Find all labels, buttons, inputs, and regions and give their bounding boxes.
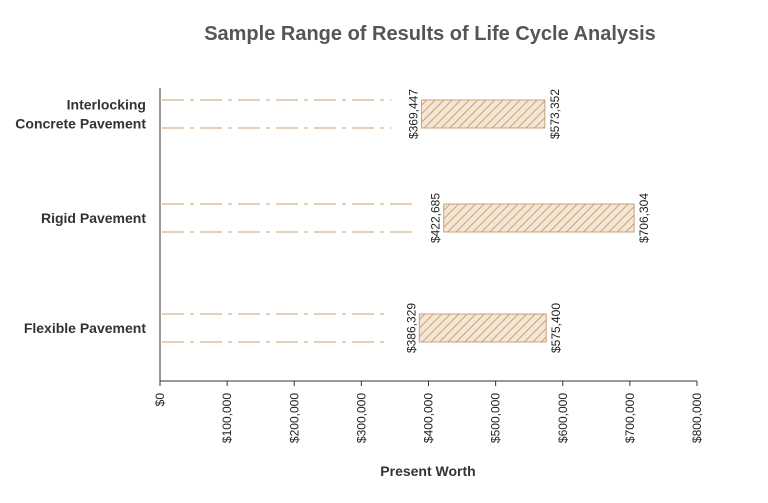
x-tick-label: $400,000 [422,393,436,443]
x-tick-label: $200,000 [287,393,301,443]
range-bar [420,99,546,129]
x-tick-label: $600,000 [556,393,570,443]
chart-title: Sample Range of Results of Life Cycle An… [204,23,656,45]
x-axis-label: Present Worth [380,463,475,479]
low-value-label: $369,447 [406,89,420,139]
category-label: Rigid Pavement [41,210,146,226]
range-bar [443,203,635,233]
high-value-label: $706,304 [637,193,651,243]
plot-area: $0 $100,000 $200,000 $300,000 $400,000 $500,0… [15,88,704,443]
x-tick-label: $0 [153,393,167,407]
x-tick-label: $300,000 [354,393,368,443]
x-tick-label: $800,000 [690,393,704,443]
low-value-label: $386,329 [404,303,418,353]
category-label: Interlocking [67,97,146,113]
high-value-label: $575,400 [549,303,563,353]
low-value-label: $422,685 [429,193,443,243]
category-label: Concrete Pavement [15,116,146,132]
x-tick-label: $100,000 [220,393,234,443]
x-tick-label: $700,000 [623,393,637,443]
x-tick-label: $500,000 [489,393,503,443]
high-value-label: $573,352 [548,89,562,139]
category-label: Flexible Pavement [24,320,147,336]
range-bar [418,313,547,343]
